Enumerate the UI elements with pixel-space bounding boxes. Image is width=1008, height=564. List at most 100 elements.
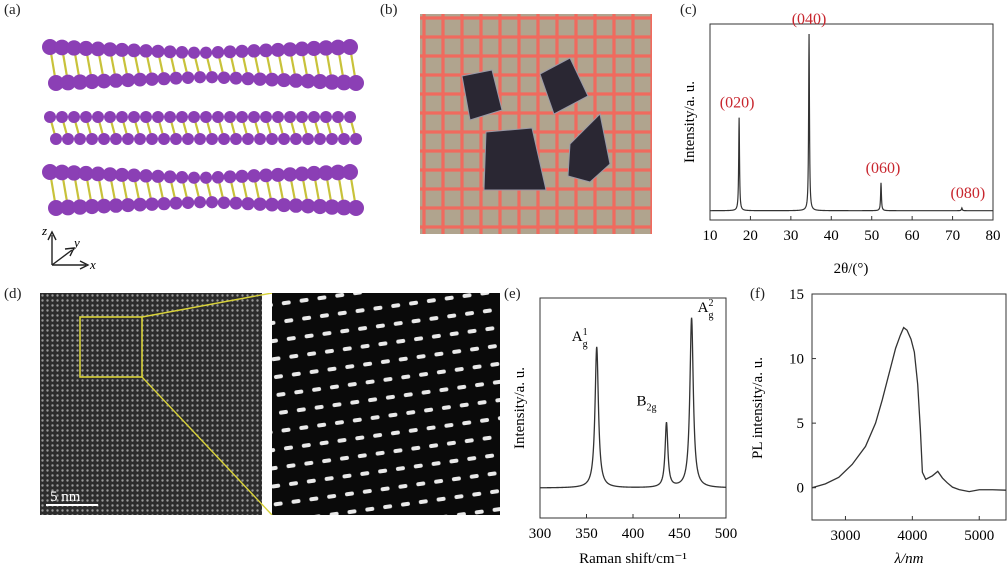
- atom: [330, 164, 346, 181]
- x-tick-label: 70: [945, 228, 960, 244]
- x-tick-label: 50: [864, 228, 879, 244]
- atom: [308, 111, 320, 123]
- atom: [342, 164, 358, 180]
- atom: [181, 196, 195, 209]
- atom: [139, 169, 153, 183]
- x-tick-label: 60: [905, 228, 920, 244]
- atom: [236, 111, 248, 123]
- atom: [270, 167, 286, 182]
- panel-label-e: (e): [504, 286, 521, 302]
- sample-photo: [420, 14, 652, 234]
- atom: [116, 111, 128, 123]
- atom: [300, 73, 316, 89]
- atom: [157, 197, 171, 211]
- axes-indicator: [47, 230, 90, 270]
- atom: [78, 40, 94, 56]
- atom: [212, 111, 224, 123]
- y-tick-label: 5: [797, 416, 805, 432]
- atom: [199, 171, 213, 184]
- atom: [152, 111, 164, 123]
- peak-label: B2g: [636, 393, 656, 413]
- atom: [158, 133, 170, 145]
- plot-frame: [709, 23, 994, 221]
- y-axis-label: Intensity/a. u.: [512, 367, 528, 449]
- atom: [254, 133, 266, 145]
- atom: [102, 42, 118, 57]
- x-tick-label: 30: [783, 228, 798, 244]
- atom: [318, 40, 334, 56]
- atom: [312, 199, 328, 215]
- atom: [120, 73, 136, 88]
- atom: [253, 197, 267, 211]
- atom: [276, 73, 292, 88]
- atom: [326, 133, 338, 145]
- atom: [248, 111, 260, 123]
- atom: [288, 198, 304, 213]
- panel-label-c: (c): [680, 2, 697, 18]
- atom: [193, 196, 207, 209]
- atom: [199, 46, 213, 59]
- atom: [145, 72, 159, 86]
- atom: [181, 71, 195, 84]
- atom: [164, 111, 176, 123]
- raman-trace: [540, 317, 726, 489]
- zoom-connector-bottom: [141, 376, 273, 515]
- x-tick-label: 500: [715, 526, 738, 542]
- atom: [290, 133, 302, 145]
- atom: [133, 72, 147, 87]
- atom: [235, 44, 249, 58]
- atom: [294, 166, 310, 182]
- atom: [74, 133, 86, 145]
- peak-label: (020): [720, 95, 755, 112]
- atom: [134, 133, 146, 145]
- atom: [300, 198, 316, 214]
- scale-bar-label: 5 nm: [50, 489, 81, 505]
- atom: [278, 133, 290, 145]
- hrtem-image-zoom: [272, 293, 500, 515]
- plot-frame: [539, 297, 727, 519]
- x-axis-label: Raman shift/cm⁻¹: [579, 551, 687, 564]
- zoom-connector-top: [141, 293, 273, 318]
- pl-trace: [811, 326, 1007, 493]
- atom: [336, 74, 352, 91]
- atom: [241, 197, 255, 211]
- x-axis-label: 2θ/(°): [834, 261, 869, 277]
- y-tick-label: 15: [789, 287, 804, 303]
- flake-1: [461, 69, 503, 121]
- atom: [127, 43, 141, 58]
- atom: [102, 167, 118, 182]
- atom: [241, 72, 255, 86]
- atom: [338, 133, 350, 145]
- atom: [92, 111, 104, 123]
- atom: [284, 111, 296, 123]
- atom: [54, 164, 70, 181]
- peak-label: A2 g: [698, 298, 714, 321]
- atom: [187, 171, 201, 184]
- xrd-trace: [710, 33, 993, 212]
- atom: [288, 73, 304, 88]
- atom: [306, 165, 322, 181]
- x-tick-label: 10: [703, 228, 718, 244]
- atom: [169, 71, 183, 85]
- atom: [42, 39, 58, 55]
- hrtem-image-wide: [40, 293, 262, 515]
- atom: [176, 111, 188, 123]
- atom: [120, 198, 136, 213]
- atom: [206, 133, 218, 145]
- atom: [211, 171, 225, 184]
- atom: [235, 169, 249, 183]
- atom: [86, 133, 98, 145]
- atom: [266, 133, 278, 145]
- atom: [56, 111, 68, 123]
- peak-label: (060): [866, 160, 901, 177]
- atom: [139, 44, 153, 58]
- atom: [314, 133, 326, 145]
- atom: [265, 72, 279, 87]
- x-tick-label: 450: [668, 526, 691, 542]
- y-tick-label: 10: [789, 352, 804, 368]
- atom: [342, 39, 358, 55]
- atom: [145, 197, 159, 211]
- atom: [114, 167, 130, 182]
- atom: [42, 164, 58, 180]
- atom: [218, 133, 230, 145]
